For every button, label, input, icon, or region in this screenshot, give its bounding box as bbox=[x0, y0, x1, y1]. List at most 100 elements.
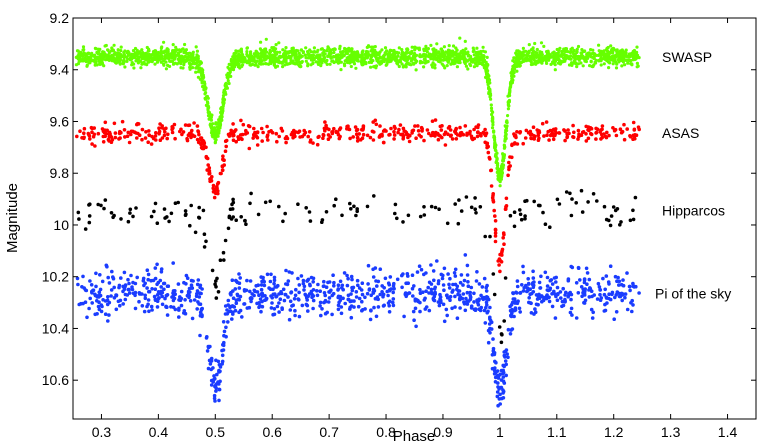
data-point bbox=[388, 275, 393, 279]
data-point bbox=[511, 66, 515, 70]
data-point bbox=[494, 154, 498, 158]
data-point bbox=[589, 131, 593, 136]
data-point bbox=[90, 142, 94, 146]
data-point bbox=[322, 50, 326, 54]
data-point bbox=[114, 61, 118, 65]
data-point bbox=[475, 130, 480, 135]
data-point bbox=[321, 136, 325, 140]
data-point bbox=[478, 133, 483, 137]
data-point bbox=[349, 49, 353, 53]
data-point bbox=[172, 296, 177, 301]
data-point bbox=[112, 121, 117, 126]
data-point bbox=[395, 58, 399, 62]
data-point bbox=[221, 320, 226, 324]
data-point bbox=[501, 375, 506, 379]
data-point bbox=[249, 191, 253, 196]
data-point bbox=[364, 49, 369, 54]
data-point bbox=[594, 131, 598, 135]
data-point bbox=[200, 79, 204, 83]
data-point bbox=[176, 282, 181, 286]
data-point bbox=[109, 288, 114, 292]
data-point bbox=[279, 126, 284, 131]
data-point bbox=[325, 49, 329, 53]
data-point bbox=[431, 269, 436, 273]
data-point bbox=[538, 50, 542, 54]
data-point bbox=[508, 213, 513, 218]
data-point bbox=[209, 383, 214, 387]
data-point bbox=[570, 197, 574, 201]
data-point bbox=[260, 139, 265, 143]
data-point bbox=[173, 136, 177, 141]
data-point bbox=[441, 302, 446, 307]
data-point bbox=[212, 396, 217, 401]
data-point bbox=[97, 290, 102, 295]
data-point bbox=[147, 133, 152, 138]
data-point bbox=[400, 285, 404, 290]
data-point bbox=[309, 63, 313, 67]
data-point bbox=[326, 133, 331, 137]
data-point bbox=[139, 51, 144, 55]
data-point bbox=[102, 206, 106, 211]
data-point bbox=[206, 366, 211, 371]
data-point bbox=[611, 126, 615, 130]
data-point bbox=[195, 292, 199, 296]
data-point bbox=[608, 223, 613, 228]
data-point bbox=[426, 47, 430, 51]
data-point bbox=[133, 293, 137, 298]
data-point bbox=[555, 298, 560, 303]
data-point bbox=[116, 48, 120, 52]
data-point bbox=[337, 300, 341, 305]
data-point bbox=[404, 281, 408, 286]
series-label: Hipparcos bbox=[662, 203, 725, 219]
data-point bbox=[636, 64, 640, 68]
data-point bbox=[557, 48, 561, 53]
data-point bbox=[369, 60, 374, 64]
data-point bbox=[400, 50, 404, 54]
data-point bbox=[451, 282, 455, 287]
data-point bbox=[327, 290, 331, 294]
data-point bbox=[594, 58, 598, 62]
data-point bbox=[600, 124, 605, 128]
data-point bbox=[163, 49, 167, 54]
data-point bbox=[434, 56, 438, 60]
data-point bbox=[217, 129, 221, 133]
data-point bbox=[331, 273, 335, 278]
data-point bbox=[260, 292, 265, 296]
data-point bbox=[391, 303, 396, 308]
data-point bbox=[457, 289, 462, 293]
data-point bbox=[283, 292, 288, 297]
data-point bbox=[595, 297, 600, 301]
data-point bbox=[551, 137, 556, 142]
data-point bbox=[555, 285, 560, 290]
data-point bbox=[566, 278, 571, 283]
data-point bbox=[515, 49, 519, 53]
data-point bbox=[297, 298, 301, 302]
data-point bbox=[321, 284, 326, 289]
data-point bbox=[160, 45, 164, 49]
data-point bbox=[266, 55, 270, 60]
data-point bbox=[145, 304, 149, 309]
data-point bbox=[81, 59, 85, 63]
data-point bbox=[605, 49, 610, 53]
data-point bbox=[604, 135, 609, 140]
data-point bbox=[300, 54, 304, 58]
data-point bbox=[381, 140, 386, 145]
data-point bbox=[339, 50, 343, 54]
data-point bbox=[345, 283, 350, 288]
data-point bbox=[239, 215, 243, 219]
data-point bbox=[475, 270, 479, 274]
data-point bbox=[127, 291, 132, 295]
data-point bbox=[164, 60, 168, 64]
data-point bbox=[298, 135, 302, 139]
data-point bbox=[219, 114, 224, 118]
data-point bbox=[415, 270, 420, 274]
data-point bbox=[229, 59, 233, 63]
data-point bbox=[453, 129, 458, 133]
data-point bbox=[87, 306, 91, 311]
data-point bbox=[461, 48, 465, 53]
data-point bbox=[543, 270, 548, 275]
data-point bbox=[432, 287, 437, 291]
data-point bbox=[423, 61, 427, 65]
data-point bbox=[383, 276, 388, 281]
